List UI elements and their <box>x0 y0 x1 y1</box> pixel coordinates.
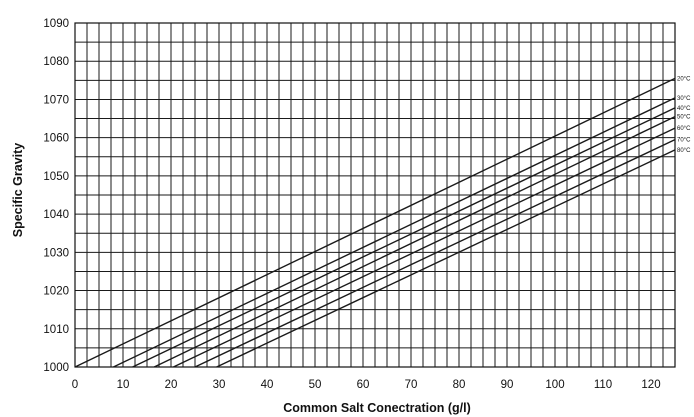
y-axis-title: Specific Gravity <box>11 143 25 238</box>
x-tick-label: 120 <box>641 379 660 391</box>
series-line-40c <box>132 107 676 368</box>
series-label: 60°C <box>677 126 691 132</box>
series-line-30c <box>113 97 676 368</box>
series-line-50c <box>153 115 676 368</box>
x-tick-label: 110 <box>594 379 612 391</box>
series-label: 70°C <box>677 138 691 144</box>
y-tick-label: 1060 <box>43 133 69 145</box>
x-tick-label: 100 <box>545 379 564 391</box>
series-line-20c <box>74 77 676 368</box>
y-tick-label: 1050 <box>43 171 69 183</box>
x-tick-label: 50 <box>309 379 322 391</box>
series-lines <box>74 77 676 368</box>
series-line-80c <box>216 149 676 368</box>
x-tick-label: 20 <box>165 379 178 391</box>
y-tick-label: 1090 <box>43 18 69 30</box>
y-tick-label: 1010 <box>43 324 69 336</box>
x-tick-label: 30 <box>213 379 226 391</box>
x-tick-label: 0 <box>72 379 78 391</box>
grid <box>74 22 676 368</box>
y-tick-label: 1080 <box>43 56 69 68</box>
series-labels: 20°C 30°C 40°C 50°C 60°C 70°C 80°C <box>677 76 691 153</box>
y-tick-label: 1030 <box>43 247 69 259</box>
x-tick-label: 10 <box>117 379 130 391</box>
y-tick-label: 1000 <box>43 362 69 374</box>
y-tick-label: 1070 <box>43 94 69 106</box>
series-line-60c <box>173 127 676 368</box>
series-label: 80°C <box>677 148 691 154</box>
x-axis-title: Common Salt Conectration (g/l) <box>283 401 471 415</box>
x-tick-label: 70 <box>405 379 418 391</box>
x-tick-label: 60 <box>357 379 370 391</box>
series-label: 50°C <box>677 115 691 121</box>
series-label: 20°C <box>677 76 691 82</box>
x-tick-label: 80 <box>453 379 466 391</box>
y-tick-label: 1040 <box>43 209 69 221</box>
x-axis-ticks: 0 10 20 30 40 50 60 70 80 90 100 110 120 <box>72 379 661 391</box>
x-tick-label: 90 <box>501 379 514 391</box>
plot-frame <box>74 22 676 368</box>
series-label: 30°C <box>677 96 691 102</box>
series-label: 40°C <box>677 106 691 112</box>
x-tick-label: 40 <box>261 379 274 391</box>
y-axis-ticks: 1000 1010 1020 1030 1040 1050 1060 1070 1080 1090 <box>43 18 69 374</box>
y-tick-label: 1020 <box>43 286 69 298</box>
series-line-70c <box>194 138 676 368</box>
